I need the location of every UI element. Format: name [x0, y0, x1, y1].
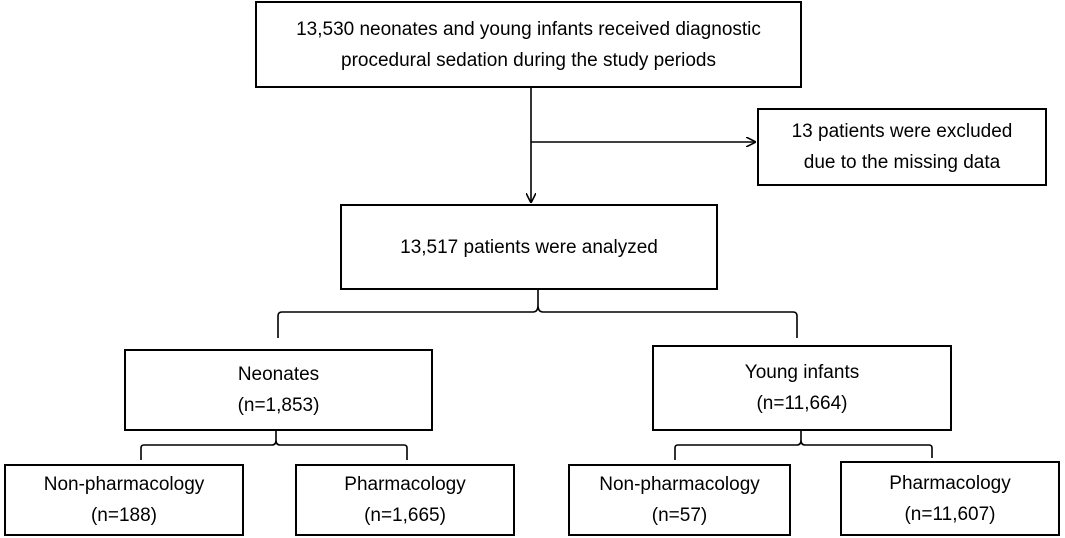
exclusion-line-1: 13 patients were excluded [791, 121, 1013, 142]
enrollment-line-1: 13,530 neonates and young infants receiv… [296, 18, 761, 40]
neonates-split-bracket [140, 431, 408, 460]
analyzed-line-1: 13,517 patients were analyzed [400, 236, 658, 258]
analyzed-box: 13,517 patients were analyzed [340, 204, 718, 290]
neonates-box: Neonates (n=1,853) [124, 349, 433, 431]
young-infants-pharmacology-count: (n=11,607) [904, 503, 996, 525]
young-infants-label: Young infants [744, 362, 860, 383]
enrollment-box: 13,530 neonates and young infants receiv… [255, 1, 802, 88]
young-infants-box: Young infants (n=11,664) [652, 345, 952, 431]
neonates-non-pharmacology-label: Non-pharmacology [43, 474, 205, 495]
neonates-count: (n=1,853) [237, 395, 320, 416]
neonates-pharmacology-label: Pharmacology [344, 474, 466, 495]
young-infants-pharmacology-box: Pharmacology (n=11,607) [840, 461, 1060, 536]
young-infants-non-pharmacology-box: Non-pharmacology (n=57) [568, 464, 791, 536]
enrollment-line-2: procedural sedation during the study per… [341, 49, 716, 71]
young-infants-pharmacology-label: Pharmacology [889, 472, 1011, 494]
young-infants-non-pharmacology-count: (n=57) [651, 505, 708, 526]
neonates-pharmacology-box: Pharmacology (n=1,665) [295, 464, 515, 536]
young-infants-split-bracket [674, 431, 933, 460]
young-infants-non-pharmacology-label: Non-pharmacology [599, 474, 760, 495]
exclusion-box: 13 patients were excluded due to the mis… [757, 108, 1047, 186]
neonates-non-pharmacology-box: Non-pharmacology (n=188) [4, 464, 244, 536]
neonates-non-pharmacology-count: (n=188) [90, 505, 158, 526]
analyzed-split-bracket [277, 290, 798, 338]
young-infants-count: (n=11,664) [756, 393, 848, 414]
neonates-pharmacology-count: (n=1,665) [364, 505, 446, 526]
neonates-label: Neonates [237, 364, 320, 385]
exclusion-line-2: due to the missing data [803, 152, 1001, 173]
